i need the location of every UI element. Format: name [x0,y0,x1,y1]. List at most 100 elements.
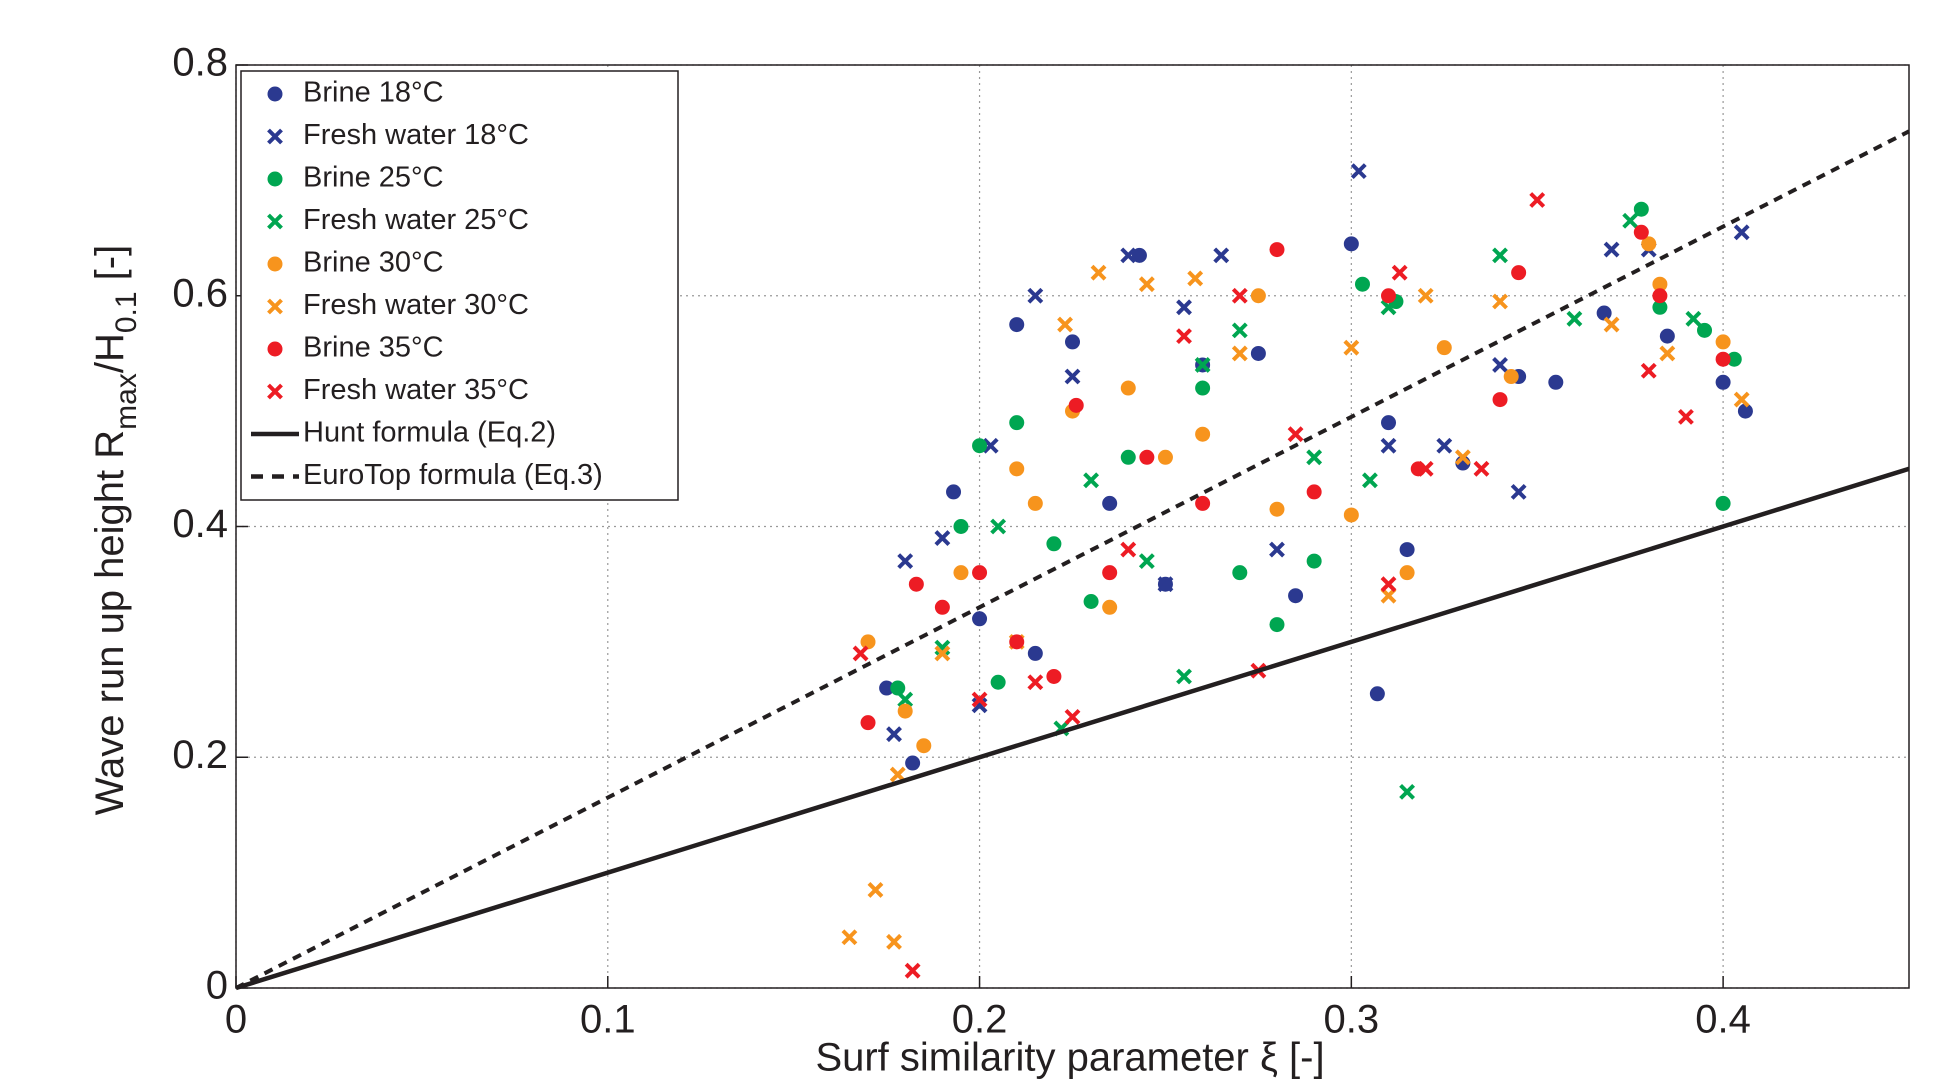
point [1391,264,1408,281]
point [971,697,988,714]
y-axis-label-part: /H [88,333,132,373]
point [897,703,913,719]
point [1343,236,1359,252]
legend-marker [267,256,283,272]
point [897,691,914,708]
point [1046,536,1062,552]
point [1009,461,1025,477]
point [1083,593,1099,609]
y-axis-label: Wave run up height Rmax/H0.1 [-] [88,245,144,815]
point [1436,437,1453,454]
point [1176,299,1192,316]
y-axis-label-part: [-] [88,245,132,292]
legend-box [240,70,679,501]
x-axis-label: Surf similarity parameter ξ [-] [815,1036,1324,1079]
point [1354,276,1370,292]
point [860,715,876,731]
point [1715,334,1731,350]
point [1250,345,1266,361]
point [1139,449,1155,465]
y-axis-label-part: 0.1 [110,291,143,333]
point [1685,310,1702,327]
legend-marker [267,341,283,357]
point [1492,247,1508,264]
point [1343,507,1359,523]
point [1350,163,1367,180]
point [1715,374,1731,390]
point [1064,708,1081,725]
point [1381,288,1397,304]
point [971,691,988,708]
point [867,882,884,898]
point [1102,495,1118,511]
point [1027,495,1043,511]
y-tick-label: 0.8 [172,41,228,85]
point [953,565,969,581]
point [972,438,988,454]
point [1120,449,1136,465]
point [1131,247,1147,263]
point [982,437,999,454]
legend-marker [267,171,283,187]
point [1102,599,1118,615]
point [1380,437,1397,454]
point [1027,645,1043,661]
point [1678,408,1694,425]
point [1659,328,1675,344]
legend: Brine 18°C Fresh water 18°C Brine 25°C Fres… [240,70,679,501]
legend-label: Fresh water 35°C [303,374,529,406]
point [1529,192,1546,208]
point [1120,541,1137,558]
point [1603,241,1620,258]
point [1090,264,1107,281]
point [1057,316,1073,333]
point [1652,288,1668,304]
point [1232,565,1248,581]
legend-label: Fresh water 18°C [303,119,529,151]
point [1009,415,1025,431]
point [1231,345,1248,362]
point [1603,316,1620,333]
point [1380,299,1397,316]
point [1343,339,1360,356]
point [1503,369,1519,385]
point [1436,340,1452,356]
point [1652,299,1668,315]
point [908,576,924,592]
point [1622,212,1639,229]
legend-label: Hunt formula (Eq.2) [303,417,556,449]
point [886,726,902,743]
point [1380,587,1397,604]
legend-label: Brine 18°C [303,77,444,109]
point [1548,374,1564,390]
legend-marker [267,128,283,145]
point [1157,449,1173,465]
point [1287,426,1304,443]
y-tick-label: 0 [206,964,228,1008]
point [1288,588,1304,604]
point [1380,576,1397,593]
legend-label: Brine 25°C [303,162,444,194]
point [1369,686,1385,702]
point [1697,322,1713,338]
y-tick-label: 0.4 [172,502,228,546]
point [1510,483,1527,500]
point [990,518,1007,535]
legend-label: Brine 30°C [303,247,444,279]
point [1473,460,1490,477]
point [1306,484,1322,500]
point [972,565,988,581]
point [1027,674,1044,691]
point [852,645,869,662]
point [972,611,988,627]
point [1009,317,1025,333]
point [1652,276,1668,292]
point [1195,495,1211,511]
point [1399,542,1415,558]
point [879,680,895,696]
x-tick-label: 0.4 [1695,998,1751,1042]
point [1381,415,1397,431]
point [1102,565,1118,581]
point [934,530,951,546]
point [934,645,951,662]
